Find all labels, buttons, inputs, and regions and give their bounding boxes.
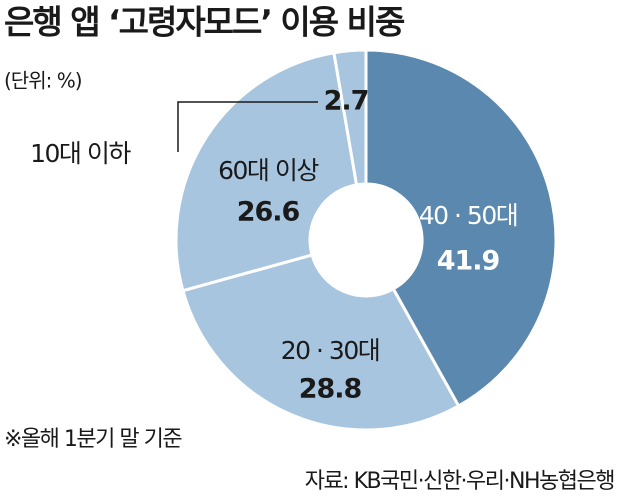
slice-category: 20 · 30대 bbox=[281, 336, 379, 365]
subtitle: (단위: %) bbox=[4, 69, 82, 93]
slice-value: 26.6 bbox=[237, 197, 300, 228]
donut-slice bbox=[174, 50, 359, 293]
donut-slice bbox=[332, 48, 368, 187]
leader-line bbox=[177, 101, 318, 152]
chart-title: 은행 앱 ‘고령자모드’ 이용 비중 bbox=[4, 3, 405, 42]
slice-value: 41.9 bbox=[437, 246, 500, 277]
note: ※올해 1분기 말 기준 bbox=[4, 427, 182, 452]
slice-category: 60대 이상 bbox=[218, 156, 319, 185]
donut-slice bbox=[181, 253, 461, 432]
slice-value: 28.8 bbox=[299, 374, 362, 405]
donut-slice bbox=[364, 48, 558, 408]
slice-category: 40 · 50대 bbox=[419, 201, 517, 230]
source: 자료: KB국민·신한·우리·NH농협은행 bbox=[305, 469, 614, 494]
slice-category: 10대 이하 bbox=[30, 139, 131, 168]
slice-value: 2.7 bbox=[324, 86, 369, 117]
